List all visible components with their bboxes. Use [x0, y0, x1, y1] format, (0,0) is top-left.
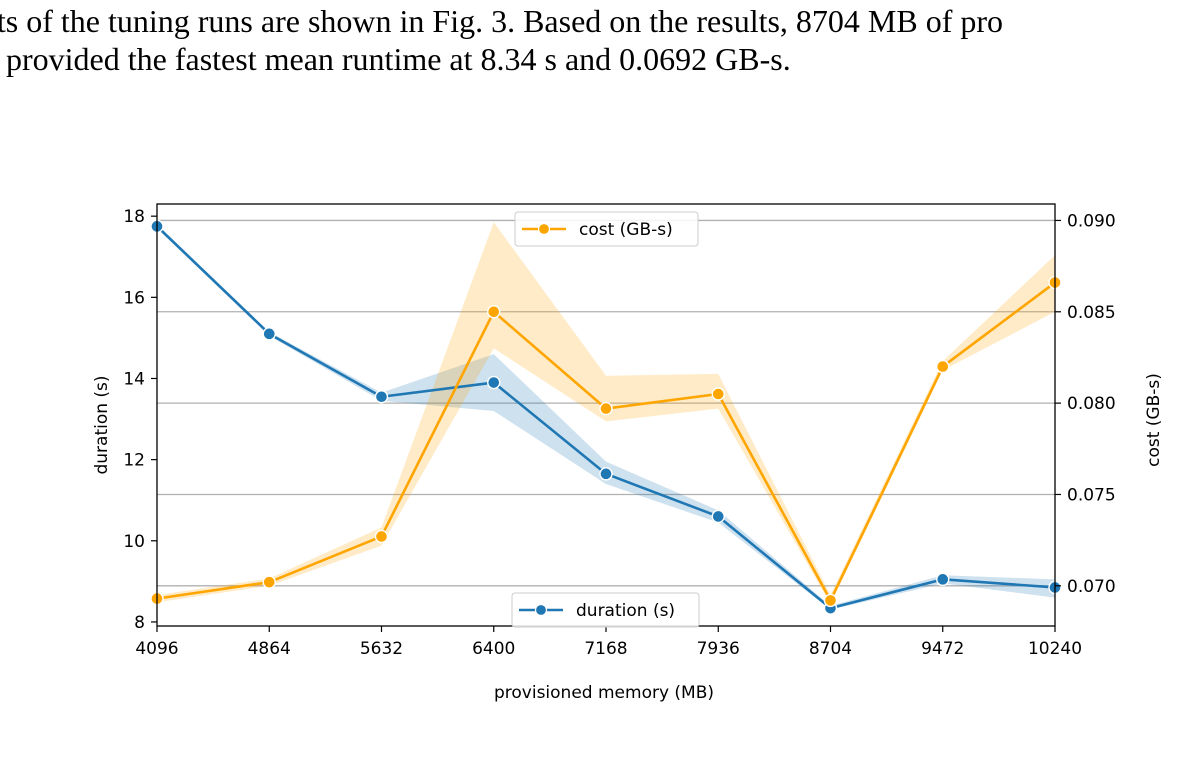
legend-cost: cost (GB-s)	[514, 211, 699, 247]
cost-line	[156, 281, 1056, 602]
duration-point	[262, 327, 276, 341]
cost-point	[262, 575, 276, 589]
text-line-2: provided the fastest mean runtime at 8.3…	[6, 41, 791, 77]
cost-point	[599, 401, 613, 416]
x-tick-label: 8704	[809, 639, 852, 659]
legend-cost-marker	[537, 222, 551, 236]
y-right-tick-label: 0.090	[1067, 211, 1116, 231]
y-tick-label: 8	[134, 613, 145, 633]
x-tick-label: 5632	[360, 639, 403, 659]
cost-point	[487, 305, 501, 319]
duration-point	[711, 509, 725, 524]
y-right-axis-label: cost (GB-s)	[1144, 373, 1164, 467]
y-tick-label: 16	[123, 288, 145, 308]
legend-duration-frame	[511, 592, 700, 628]
y-tick-label: 12	[123, 451, 145, 471]
x-tick-label: 10240	[1028, 639, 1082, 659]
x-tick-label: 7936	[697, 639, 740, 659]
x-axis-label: provisioned memory (MB)	[494, 683, 714, 703]
y-right-tick-label: 0.085	[1067, 303, 1116, 323]
x-tick-label: 6400	[472, 639, 515, 659]
y-tick-label: 14	[123, 369, 145, 389]
axes: 4096 4864 5632 6400 7168 7936 8704 9472 10240 8 10…	[123, 203, 1116, 659]
x-tick-label: 9472	[921, 639, 964, 659]
y-right-tick-label: 0.070	[1067, 577, 1116, 597]
y-tick-label: 10	[123, 532, 145, 552]
x-tick-label: 4096	[135, 639, 178, 659]
cost-point	[936, 359, 950, 374]
duration-point	[487, 375, 501, 390]
y-axis-label: duration (s)	[92, 375, 112, 474]
legend-duration-marker	[534, 603, 548, 617]
duration-point	[599, 467, 613, 481]
duration-point	[936, 572, 950, 587]
legend-duration: duration (s)	[511, 592, 700, 628]
x-tick-label: 7168	[584, 639, 627, 659]
cost-point	[374, 529, 389, 544]
cost-point	[823, 593, 838, 608]
duration-point	[374, 390, 389, 404]
y-tick-label: 18	[123, 207, 145, 227]
y-right-tick-label: 0.080	[1067, 394, 1116, 414]
legend-duration-label: duration (s)	[576, 601, 675, 621]
y-right-tick-label: 0.075	[1067, 485, 1116, 505]
legend-cost-frame	[514, 211, 699, 247]
legend-cost-label: cost (GB-s)	[579, 220, 673, 240]
text-line-1: lts of the tuning runs are shown in Fig.…	[0, 3, 1004, 39]
x-tick-label: 4864	[248, 639, 291, 659]
cost-point	[711, 387, 725, 401]
